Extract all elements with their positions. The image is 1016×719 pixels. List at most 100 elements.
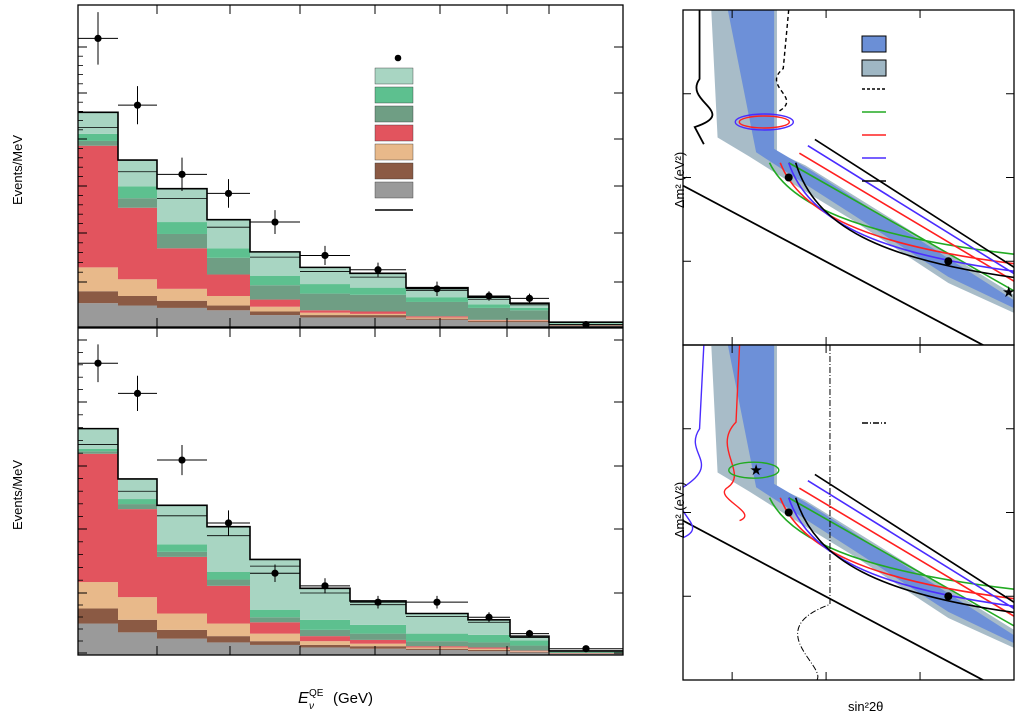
neutrino-hist-bar-other-1: [118, 632, 157, 655]
antineutrino-hist-bar--e-from--5: [300, 267, 350, 285]
neutrino-hist-bar--e-from-k--1: [118, 499, 157, 505]
xlabel-nu: ν: [309, 701, 314, 712]
antineutrino-hist-bar--e-from-k0-7: [406, 301, 468, 317]
antineutrino-contour-black-left: [693, 10, 714, 145]
neutrino-hist-data-point-5: [321, 582, 329, 590]
antineutrino-hist-bar-other-9: [510, 322, 549, 327]
neutrino-hist-bar--n--5: [300, 641, 350, 645]
antineutrino-hist-bar--n--2: [157, 288, 207, 301]
antineutrino-hist-bar-other-2: [157, 307, 207, 327]
antineutrino-hist-bar--e-from-k0-3: [207, 257, 250, 275]
left-xlabel: E ν QE (GeV): [298, 688, 373, 712]
antineutrino-hist-data-point-3: [224, 189, 233, 198]
neutrino-hist-bar--0-misid-9: [510, 650, 549, 652]
neutrino-hist-data-point-2: [178, 456, 186, 464]
antineutrino-hist-bar-dirt-9: [510, 321, 549, 323]
xlabel-e: E: [298, 690, 309, 707]
neutrino-hist-bar--n--0: [78, 582, 118, 609]
antineutrino-contour-contour-99: [794, 138, 1014, 279]
antineutrino-hist-bar--e-from-k--9: [510, 307, 549, 311]
antineutrino-hist-data-point-7: [433, 285, 441, 293]
legend-swatch-3: [374, 124, 414, 142]
antineutrino-hist-bar-other-3: [207, 310, 250, 327]
neutrino-contour-best-fit-0: [784, 508, 793, 517]
antineutrino-hist-bar--n--1: [118, 279, 157, 296]
neutrino-hist-data-point-3: [224, 519, 233, 527]
neutrino-contour-best-fit-1: [944, 592, 953, 601]
neutrino-hist-bar--e-from-k--4: [250, 609, 300, 618]
antineutrino-hist-bar-dirt-8: [468, 321, 510, 323]
neutrino-hist-bar--n--6: [350, 643, 406, 647]
neutrino-hist-bar--0-misid-0: [78, 453, 118, 583]
antineutrino-hist-bar--0-misid-4: [250, 299, 300, 307]
neutrino-contour-red-left: [723, 345, 746, 522]
neutrino-hist-bar--e-from--8: [468, 619, 510, 635]
antineutrino-contour-island-95: [734, 113, 795, 131]
antineutrino-hist-bar--e-from-k0-1: [118, 198, 157, 208]
contour-legend-swatch-0: [861, 35, 887, 53]
neutrino-hist-bar-dirt-6: [350, 646, 406, 649]
antineutrino-hist-bar--n--3: [207, 295, 250, 306]
neutrino-hist-data-point-7: [433, 598, 441, 606]
antineutrino-hist-bar--n--9: [510, 320, 549, 322]
neutrino-oscillation-contours: ★: [682, 344, 1015, 681]
antineutrino-contour-island-90: [738, 115, 791, 129]
neutrino-hist-bar--0-misid-4: [250, 622, 300, 634]
neutrino-hist-data-point-1: [133, 389, 142, 397]
neutrino-hist-bar--0-misid-2: [157, 556, 207, 614]
antineutrino-hist-data-point-1: [133, 101, 142, 109]
neutrino-hist-bar--n--7: [406, 647, 468, 649]
antineutrino-hist-bar--e-from-k--8: [468, 304, 510, 308]
antineutrino-hist-bar--e-from--2: [157, 188, 207, 223]
neutrino-hist-bar-dirt-2: [157, 629, 207, 639]
neutrino-hist-bar--e-from-k0-7: [406, 641, 468, 647]
neutrino-hist-bar--e-from-k0-5: [300, 629, 350, 637]
neutrino-hist-bar-dirt-5: [300, 644, 350, 648]
neutrino-hist-bar--e-from-k0-4: [250, 617, 300, 623]
neutrino-hist-bar--e-from-k0-0: [78, 451, 118, 454]
xlabel-unit: (GeV): [333, 690, 373, 707]
antineutrino-contour-best-fit-0: [784, 173, 793, 182]
neutrino-hist-bar--e-from-k0-8: [468, 642, 510, 648]
neutrino-hist-bar-dirt-0: [78, 608, 118, 624]
antineutrino-hist-bar-other-0: [78, 303, 118, 327]
antineutrino-hist-bar-other-5: [300, 317, 350, 327]
neutrino-hist-bar--e-from-k--3: [207, 571, 250, 580]
antineutrino-hist-bar--0-misid-1: [118, 207, 157, 280]
neutrino-hist-bar--0-misid-3: [207, 585, 250, 624]
antineutrino-contour-contour-99-outer: [683, 184, 985, 345]
left-bottom-ylabel: Events/MeV: [10, 460, 25, 530]
antineutrino-hist-bar--e-from-k--0: [78, 133, 118, 141]
neutrino-hist-bar-other-4: [250, 644, 300, 655]
antineutrino-hist-bar-dirt-7: [406, 318, 468, 320]
neutrino-hist-bar--e-from--5: [300, 588, 350, 620]
antineutrino-hist-bar--e-from-k--1: [118, 186, 157, 199]
antineutrino-hist-bar--e-from-k0-0: [78, 140, 118, 146]
contour-legend-swatch-1: [861, 59, 887, 77]
neutrino-hist-bar--e-from-k0-2: [157, 551, 207, 557]
neutrino-hist-bar-dirt-1: [118, 619, 157, 633]
neutrino-contour-lsnd90-band: [727, 345, 1014, 644]
antineutrino-hist-bar--0-misid-7: [406, 316, 468, 318]
antineutrino-hist-bar--n--0: [78, 267, 118, 292]
antineutrino-contour-contour-95: [787, 144, 1014, 275]
antineutrino-contour-inner: [683, 10, 1014, 345]
antineutrino-hist-bar--e-from-k--2: [157, 222, 207, 234]
legend-data-marker: [394, 54, 402, 62]
antineutrino-hist-bar-other-1: [118, 305, 157, 327]
neutrino-hist-bar-other-3: [207, 642, 250, 655]
antineutrino-hist-bar--e-from-k0-8: [468, 307, 510, 320]
legend-swatch-6: [374, 181, 414, 199]
neutrino-hist-bar--0-misid-7: [406, 646, 468, 648]
antineutrino-hist-bar-other-8: [468, 322, 510, 327]
antineutrino-hist-bar-dirt-3: [207, 305, 250, 311]
neutrino-hist-data-point-0: [94, 359, 102, 367]
neutrino-hist-bar-other-7: [406, 649, 468, 655]
antineutrino-contour-karmen2: [775, 10, 790, 113]
right-bottom-ylabel: Δm² (eV²): [672, 482, 687, 538]
neutrino-hist-bar--e-from-k--0: [78, 448, 118, 452]
neutrino-contour-star: ★: [749, 462, 762, 479]
antineutrino-hist-data-point-8: [485, 292, 493, 300]
neutrino-hist-bar--e-from--6: [350, 600, 406, 625]
antineutrino-hist-bar-dirt-2: [157, 300, 207, 308]
